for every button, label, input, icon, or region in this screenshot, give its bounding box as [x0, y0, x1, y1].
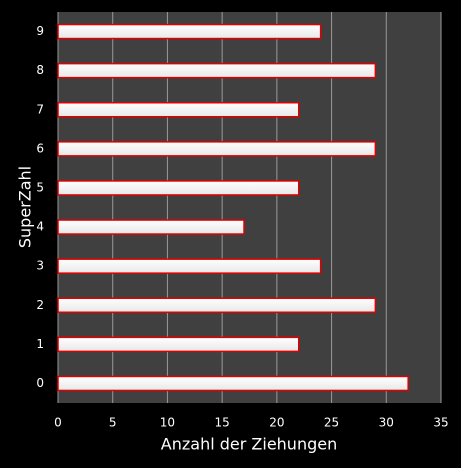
bar [57, 23, 322, 40]
bar [57, 336, 300, 353]
x-axis-title: Anzahl der Ziehungen [161, 435, 337, 454]
bar [57, 141, 377, 157]
bar [57, 258, 322, 274]
bar [57, 219, 245, 235]
x-tick-label: 20 [269, 416, 284, 430]
x-tick-label: 10 [160, 416, 175, 430]
y-tick-label: 9 [36, 24, 44, 38]
y-tick-label: 4 [36, 220, 44, 234]
x-tick-label: 30 [379, 416, 394, 430]
y-axis-title: SuperZahl [16, 166, 35, 248]
bar [57, 297, 377, 313]
bar [57, 375, 409, 392]
y-tick-label: 3 [36, 259, 44, 273]
y-tick-label: 0 [36, 376, 44, 390]
y-tick-label: 8 [36, 63, 44, 77]
y-tick-label: 1 [36, 337, 44, 351]
bar [57, 102, 300, 118]
x-tick-label: 15 [215, 416, 230, 430]
x-tick-label: 0 [54, 416, 62, 430]
bar [57, 180, 300, 196]
x-tick-label: 5 [109, 416, 117, 430]
bar [57, 62, 377, 79]
y-tick-label: 2 [36, 298, 44, 312]
y-tick-label: 7 [36, 102, 44, 116]
x-tick-label: 35 [433, 416, 448, 430]
x-tick-label: 25 [324, 416, 339, 430]
y-tick-label: 6 [36, 141, 44, 155]
y-tick-label: 5 [36, 180, 44, 194]
